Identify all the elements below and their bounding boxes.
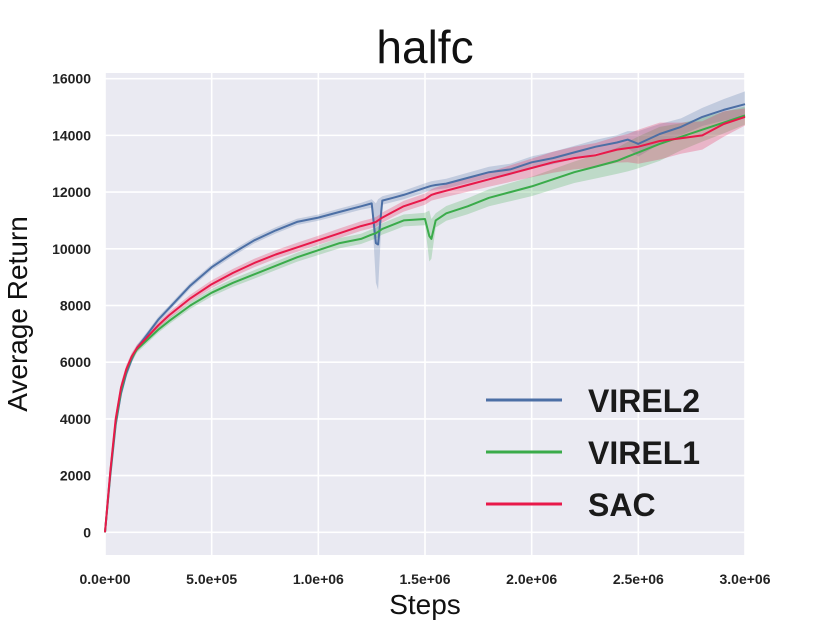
legend-label-virel2: VIREL2: [588, 383, 700, 419]
line-sac: [104, 115, 746, 533]
chart-title: halfc: [376, 21, 473, 73]
y-tick-label: 8000: [60, 297, 91, 313]
y-tick-label: 6000: [60, 354, 91, 370]
y-tick-label: 4000: [60, 411, 91, 427]
confidence-bands: [105, 91, 745, 533]
line-virel2: [104, 103, 746, 533]
x-tick-label: 5.0e+05: [186, 571, 237, 587]
y-axis-label: Average Return: [2, 216, 33, 412]
y-tick-label: 16000: [52, 71, 91, 87]
y-tick-label: 12000: [52, 184, 91, 200]
legend-label-virel1: VIREL1: [588, 435, 700, 471]
x-tick-label: 2.0e+06: [506, 571, 557, 587]
y-tick-labels: 0 2000 4000 6000 8000 10000 12000 14000 16000: [52, 71, 91, 541]
band-sac: [105, 108, 745, 533]
x-axis-label: Steps: [389, 589, 461, 620]
x-tick-label: 0.0e+00: [80, 571, 131, 587]
legend: VIREL2 VIREL1 SAC: [486, 383, 700, 523]
line-virel1: [104, 114, 746, 533]
series-lines: [104, 103, 746, 533]
x-tick-label: 2.5e+06: [613, 571, 664, 587]
legend-label-sac: SAC: [588, 487, 656, 523]
y-tick-label: 0: [83, 524, 91, 540]
x-tick-label: 1.5e+06: [400, 571, 451, 587]
x-tick-label: 1.0e+06: [293, 571, 344, 587]
x-tick-labels: 0.0e+00 5.0e+05 1.0e+06 1.5e+06 2.0e+06 2.5e+…: [80, 571, 771, 587]
y-tick-label: 2000: [60, 468, 91, 484]
y-tick-label: 14000: [52, 127, 91, 143]
band-virel1: [105, 106, 745, 533]
y-tick-label: 10000: [52, 241, 91, 257]
grid-lines: [104, 73, 746, 555]
x-tick-label: 3.0e+06: [720, 571, 771, 587]
